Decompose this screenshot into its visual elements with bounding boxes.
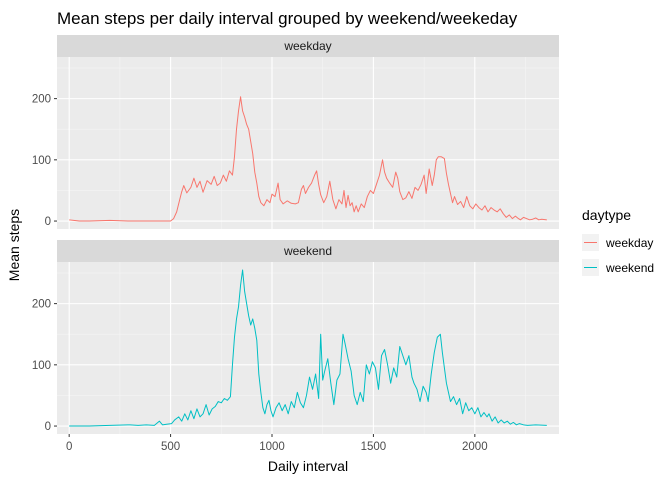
y-axes: 0 100 200 0 100 200 [32,94,57,433]
legend-item-weekday: weekday [582,234,653,251]
x-tick-label: 1500 [361,441,387,453]
x-axis-label: Daily interval [268,458,348,474]
legend-label-weekend: weekend [605,261,654,275]
facet-strip-weekend [57,240,559,262]
y-tick-label: 0 [45,216,51,228]
chart-title: Mean steps per daily interval grouped by… [57,9,518,28]
facet-strip-label-weekend: weekend [283,244,332,258]
legend-label-weekday: weekday [605,236,653,250]
series-line-weekday [69,96,547,222]
y-tick-label: 0 [45,421,51,433]
y-axis-label: Mean steps [6,209,22,281]
series-line-weekend [69,269,547,427]
y-tick-label: 200 [32,299,51,311]
x-axis: 0 500 1000 1500 2000 [66,434,488,453]
y-tick-label: 100 [32,360,51,372]
x-tick-label: 2000 [462,441,488,453]
legend-title: daytype [582,207,631,223]
x-tick-label: 500 [161,441,180,453]
panel-background-weekend [57,262,559,434]
y-tick-label: 100 [32,155,51,167]
x-tick-label: 1000 [259,441,285,453]
facet-strip-label-weekday: weekday [283,39,331,53]
facet-panel-weekday: weekday [57,35,559,229]
facet-panel-weekend: weekend [57,240,559,434]
y-tick-label: 200 [32,94,51,106]
x-tick-label: 0 [66,441,72,453]
facet-strip-weekday [57,35,559,57]
legend: daytype weekday weekend [582,207,654,276]
legend-item-weekend: weekend [582,259,654,276]
panel-background-weekday [57,57,559,229]
